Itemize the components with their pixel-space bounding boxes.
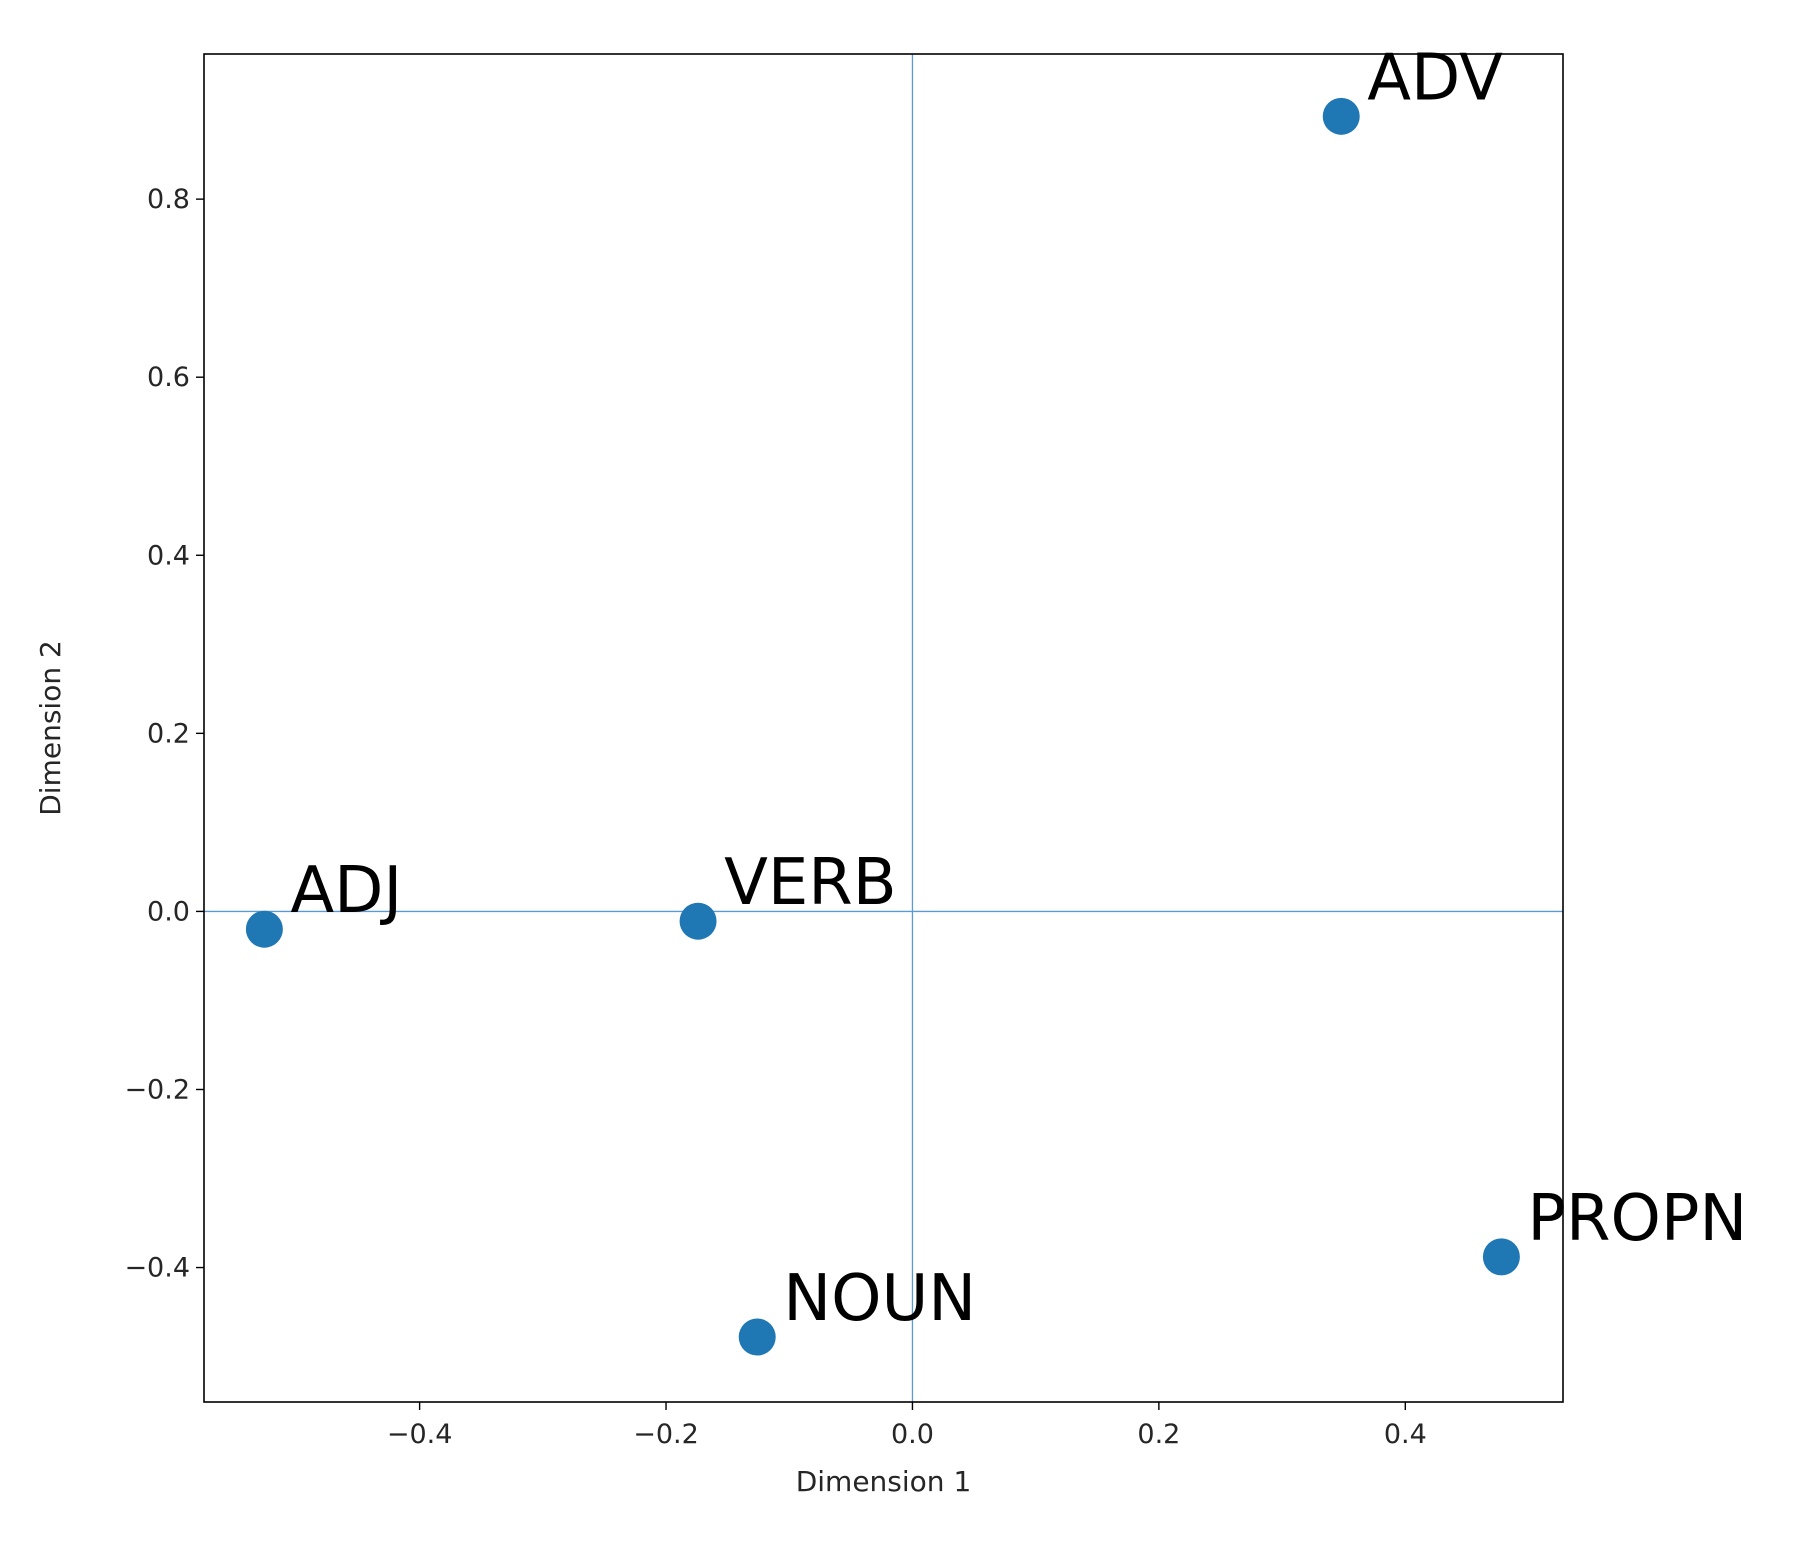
point-label-adv: ADV — [1367, 41, 1503, 115]
x-tick-label: 0.2 — [1137, 1419, 1180, 1450]
y-tick-label: 0.6 — [147, 362, 190, 393]
point-label-propn: PROPN — [1527, 1182, 1747, 1256]
y-tick-label: 0.0 — [147, 896, 190, 927]
x-tick-label: −0.2 — [633, 1419, 699, 1450]
x-tick-label: 0.0 — [891, 1419, 934, 1450]
y-axis-label: Dimension 2 — [34, 640, 67, 816]
point-labels: ADJ VERB ADV PROPN NOUN — [290, 41, 1747, 1336]
y-tick-label: 0.2 — [147, 718, 190, 749]
y-axis-ticks: −0.4 −0.2 0.0 0.2 0.4 0.6 0.8 — [124, 184, 204, 1284]
point-label-noun: NOUN — [783, 1262, 976, 1336]
y-tick-label: −0.2 — [124, 1074, 190, 1105]
data-point-adv — [1322, 97, 1360, 135]
x-tick-label: 0.4 — [1384, 1419, 1427, 1450]
y-tick-label: 0.8 — [147, 184, 190, 215]
data-point-noun — [738, 1318, 776, 1356]
x-axis-ticks: −0.4 −0.2 0.0 0.2 0.4 — [387, 1402, 1427, 1450]
x-axis-label: Dimension 1 — [796, 1465, 972, 1498]
y-tick-label: 0.4 — [147, 540, 190, 571]
reference-lines — [204, 54, 1563, 1402]
y-tick-label: −0.4 — [124, 1253, 190, 1284]
plot-frame — [203, 53, 1564, 1403]
data-point-verb — [679, 902, 717, 940]
x-tick-label: −0.4 — [387, 1419, 453, 1450]
data-points — [245, 97, 1520, 1356]
point-label-verb: VERB — [724, 846, 897, 920]
data-point-propn — [1482, 1238, 1520, 1276]
point-label-adj: ADJ — [290, 854, 402, 928]
data-point-adj — [245, 910, 283, 948]
